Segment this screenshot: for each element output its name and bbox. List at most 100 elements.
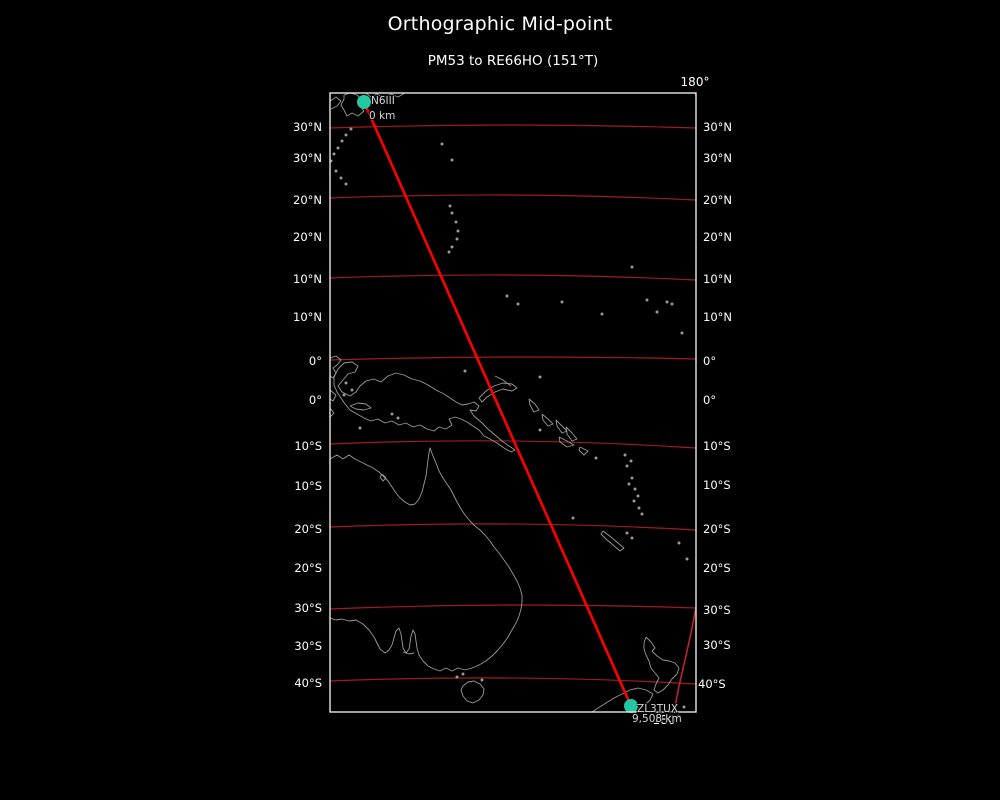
lat-tick-right: 20°S xyxy=(703,561,731,575)
lat-tick-right: 0° xyxy=(703,354,717,368)
islet xyxy=(600,312,604,316)
islet xyxy=(396,416,400,420)
islet xyxy=(680,331,684,335)
islet xyxy=(630,476,634,480)
endpoint-marker-N6III xyxy=(357,95,371,109)
lat-tick-right: 30°S xyxy=(703,638,731,652)
islet xyxy=(358,426,362,430)
islet xyxy=(340,139,344,143)
islet xyxy=(448,204,452,208)
islet xyxy=(571,516,575,520)
islet xyxy=(334,169,338,173)
lat-tick-right: 20°N xyxy=(703,193,732,207)
gridline-parallel-20S xyxy=(330,523,696,531)
lat-tick-left: 20°N xyxy=(293,230,322,244)
islet xyxy=(645,298,649,302)
coastline xyxy=(528,398,540,413)
islet xyxy=(450,211,454,215)
islet xyxy=(350,388,354,392)
islet xyxy=(682,705,686,709)
marker-distance: 0 km xyxy=(369,110,396,122)
gridline-parallel-30N xyxy=(330,124,696,129)
islet xyxy=(670,302,674,306)
islet xyxy=(450,158,454,162)
coastline xyxy=(591,687,654,712)
islet xyxy=(636,494,640,498)
lat-tick-right: 10°S xyxy=(703,439,731,453)
gridline-parallel-30S xyxy=(330,604,696,610)
islet xyxy=(455,675,459,679)
lat-tick-right: 10°S xyxy=(703,478,731,492)
gridline-parallel-0 xyxy=(330,356,696,361)
islet xyxy=(463,369,467,373)
islet xyxy=(625,531,629,535)
coastline xyxy=(330,407,335,418)
islet xyxy=(480,678,484,682)
coastline xyxy=(330,389,337,402)
gridline-meridian-180-1 xyxy=(673,606,696,712)
lat-tick-left: 10°N xyxy=(293,272,322,286)
coastline xyxy=(330,355,342,379)
islet xyxy=(344,381,348,385)
coastline xyxy=(402,651,415,655)
map-frame xyxy=(329,92,697,713)
lat-tick-left: 40°S xyxy=(294,676,322,690)
islet xyxy=(461,672,465,676)
map-clipped-layer xyxy=(330,93,696,712)
islet xyxy=(640,512,644,516)
islet xyxy=(685,557,689,561)
islet xyxy=(677,541,681,545)
figure-subtitle: PM53 to RE66HO (151°T) xyxy=(427,53,599,69)
lat-tick-left: 0° xyxy=(308,354,322,368)
lat-tick-left: 30°N xyxy=(293,151,322,165)
islet xyxy=(516,302,520,306)
islet xyxy=(332,152,336,156)
marker-callsign: N6III xyxy=(371,95,395,107)
islet xyxy=(349,127,353,131)
islet xyxy=(450,245,454,249)
islet xyxy=(336,146,340,150)
islet xyxy=(339,176,343,180)
islet xyxy=(630,536,634,540)
coastline xyxy=(565,426,578,442)
coastline xyxy=(349,402,372,411)
lat-tick-left: 20°N xyxy=(293,193,322,207)
marker-distance: 9,508 km xyxy=(632,713,682,725)
islet xyxy=(390,412,394,416)
islet xyxy=(505,294,509,298)
islet xyxy=(623,453,627,457)
lat-tick-left: 10°N xyxy=(293,310,322,324)
lat-tick-left: 20°S xyxy=(294,522,322,536)
islet xyxy=(627,482,631,486)
meridian-tick-180: 180° xyxy=(680,75,710,89)
coastline xyxy=(478,382,518,403)
islet xyxy=(594,456,598,460)
coastline xyxy=(330,96,342,110)
figure-title: Orthographic Mid-point xyxy=(387,13,613,35)
lat-tick-right: 30°N xyxy=(703,151,732,165)
coastline xyxy=(555,419,568,434)
lat-tick-left: 10°S xyxy=(294,479,322,493)
coastline xyxy=(365,93,406,99)
lat-tick-left: 30°S xyxy=(294,639,322,653)
marker-callsign: ZL3TUX xyxy=(637,703,679,715)
coastline xyxy=(330,447,523,672)
lat-tick-left: 20°S xyxy=(294,561,322,575)
lat-tick-right: 20°N xyxy=(703,230,732,244)
islet xyxy=(447,250,451,254)
endpoint-marker-ZL3TUX xyxy=(624,699,638,713)
coastline xyxy=(633,693,654,712)
islet xyxy=(538,428,542,432)
islet xyxy=(455,237,459,241)
lat-tick-right: 30°N xyxy=(703,120,732,134)
coastline xyxy=(643,636,680,694)
islet xyxy=(456,229,460,233)
islet xyxy=(665,300,669,304)
islet xyxy=(344,133,348,137)
lat-tick-left: 30°N xyxy=(293,120,322,134)
coastline xyxy=(340,93,365,117)
coastline xyxy=(379,473,387,482)
gridline-parallel-10N xyxy=(330,274,696,281)
